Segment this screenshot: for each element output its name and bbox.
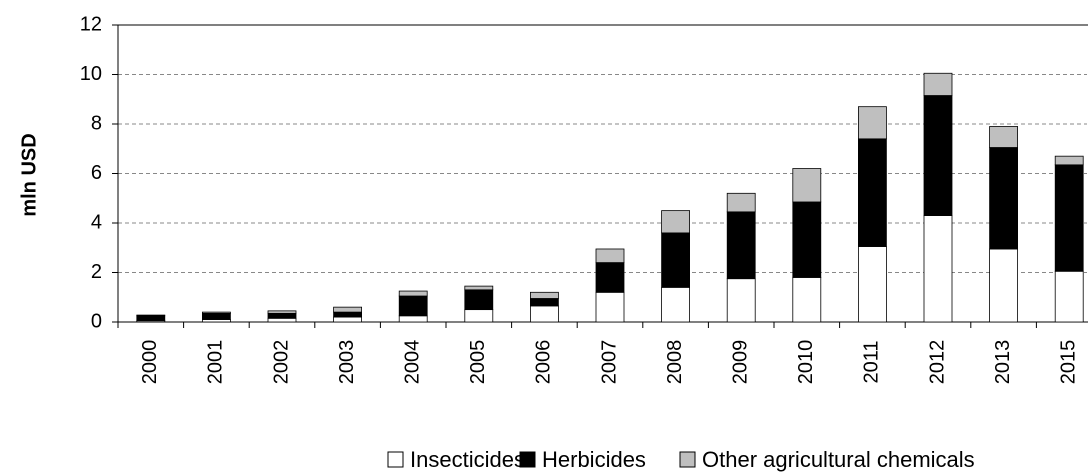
y-tick-label: 12 [80,13,102,35]
bar-segment [1054,270,1084,323]
y-tick-label: 0 [91,310,102,332]
bar-segment [989,147,1018,250]
x-tick-label: 2006 [533,340,555,385]
y-tick-label: 8 [91,112,102,134]
bar-segment [989,126,1018,148]
x-tick-label: 2002 [270,340,292,385]
bar-segment [858,106,887,140]
bar-segment [464,285,494,291]
bar-segment [530,291,559,299]
bar-segment [858,138,887,247]
x-tick-label: 2013 [992,340,1014,385]
bar-segment [398,315,428,323]
bar-segment [858,246,887,323]
x-tick-label: 2011 [861,340,883,383]
legend-swatch [519,451,536,468]
x-tick-label: 2008 [664,340,686,385]
bar-segment [398,295,428,317]
legend-swatch [679,451,696,468]
bar-segment [595,291,625,323]
bar-segment [661,210,690,234]
bar-segment [661,286,690,323]
x-tick-label: 2004 [401,340,423,385]
bar-segment [530,305,559,323]
bar-segment [201,311,231,314]
bar-segment [333,316,363,323]
x-tick-label: 2003 [336,340,358,385]
y-tick-label: 10 [80,63,102,85]
y-tick-label: 4 [91,211,102,233]
bar-segment [136,315,166,322]
x-tick-label: 2001 [205,340,227,385]
bar-segment [267,317,297,323]
bar-segment [464,289,494,311]
y-tick-label: 6 [91,162,102,184]
bar-segment [333,306,363,313]
bar-segment [726,211,756,280]
bar-segment [333,311,363,318]
x-tick-label: 2000 [139,340,161,385]
bar-segment [595,262,625,293]
bar-segment [923,95,953,216]
x-tick-label: 2012 [926,340,948,385]
y-axis-label: mln USD [18,133,40,216]
x-tick-label: 2005 [467,340,489,385]
legend-label: Other agricultural chemicals [702,447,975,472]
legend-swatch [387,451,404,468]
bar-segment [792,168,822,203]
x-tick-label: 2009 [729,340,751,385]
bar-segment [267,310,297,314]
bar-segment [464,309,494,323]
bar-segment [136,314,166,317]
legend-label: Herbicides [542,447,646,472]
bar-segment [726,192,756,213]
bar-segment [595,248,625,264]
bar-segment [792,277,822,323]
bar-segment [1054,155,1084,166]
legend-label: Insecticides [410,447,525,472]
bar-segment [267,312,297,319]
bar-segment [923,72,953,96]
x-tick-label: 2015 [1057,340,1079,385]
x-tick-label: 2010 [795,340,817,385]
bar-segment [792,201,822,278]
bar-segment [530,298,559,307]
bar-segment [989,248,1018,323]
bar-segment [1054,164,1084,272]
bar-segment [398,290,428,297]
x-tick-label: 2007 [598,340,620,385]
y-tick-label: 2 [91,261,102,283]
bar-segment [923,215,953,323]
bar-segment [201,312,231,320]
bar-segment [726,278,756,323]
bar-segment [661,232,690,288]
